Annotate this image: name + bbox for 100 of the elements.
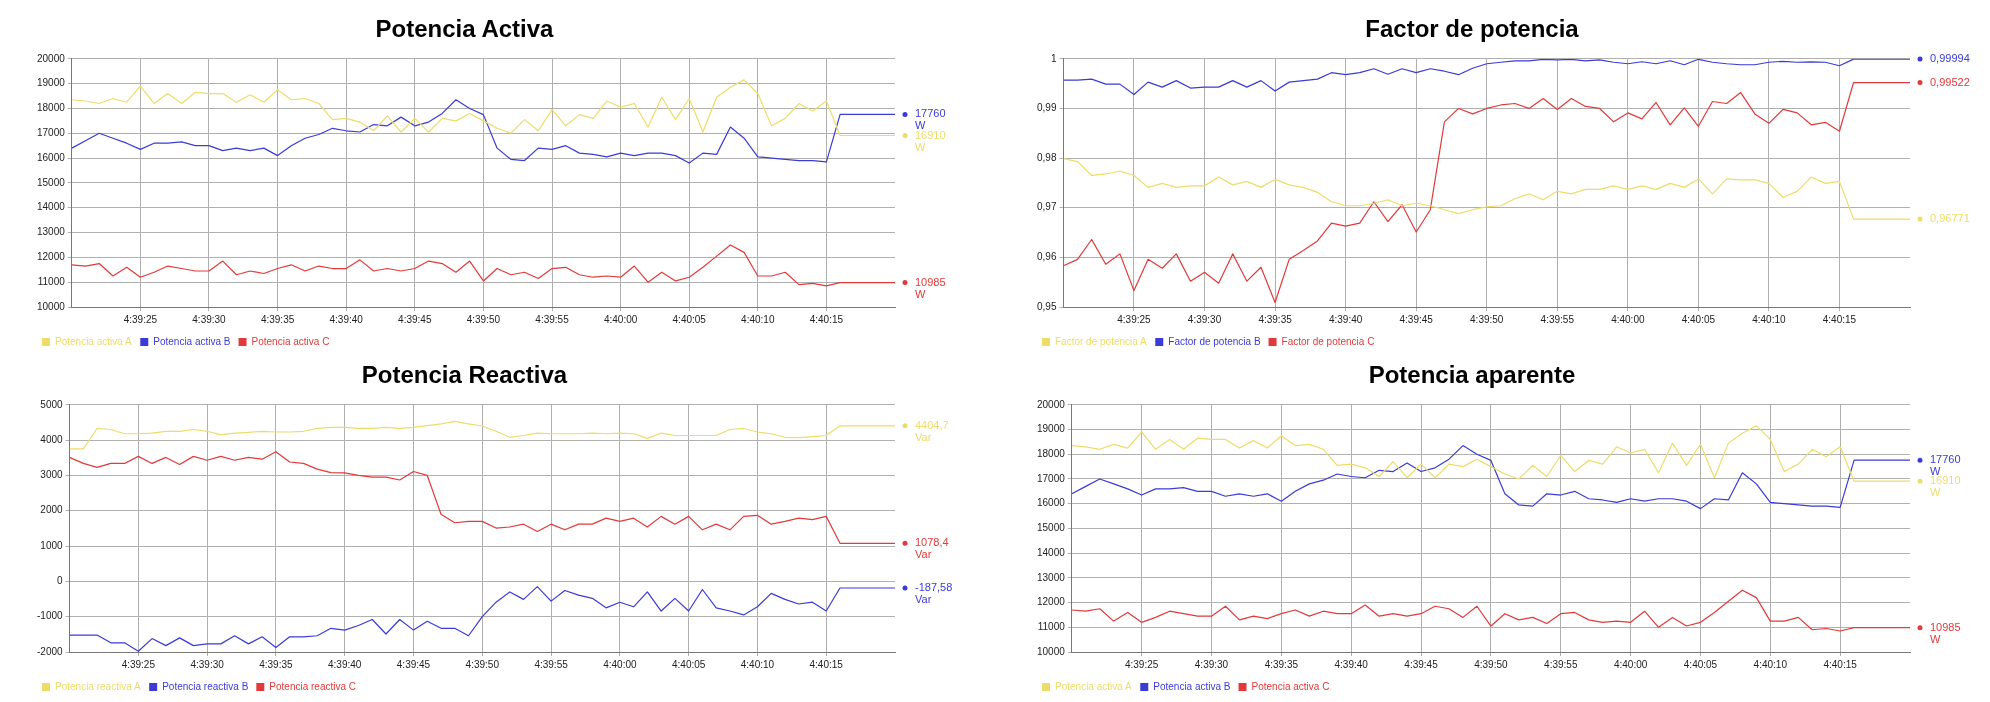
y-tick-label: 1 [1050, 52, 1057, 64]
x-tick-label: 4:39:25 [1117, 313, 1152, 325]
x-tick-label: 4:39:50 [1474, 658, 1509, 670]
legend-label: Potencia activa A [55, 335, 133, 347]
x-tick-label: 4:40:15 [1822, 313, 1857, 325]
legend-label: Potencia reactiva C [269, 680, 357, 692]
data-label: 4404,7 Var [915, 418, 949, 443]
x-tick-label: 4:39:25 [123, 313, 158, 325]
y-tick-label: 18000 [1037, 447, 1066, 459]
y-tick-label: 13000 [1037, 571, 1066, 583]
y-tick-label: 15000 [1037, 522, 1066, 534]
legend-label: Potencia reactiva A [55, 680, 141, 692]
x-tick-label: 4:39:45 [1399, 313, 1434, 325]
legend-label: Potencia activa B [153, 335, 231, 347]
legend-label: Factor de potencia C [1281, 335, 1375, 347]
x-tick-label: 4:40:00 [1613, 658, 1648, 670]
x-tick-label: 4:39:55 [534, 658, 569, 670]
x-tick-label: 4:39:40 [329, 313, 364, 325]
y-tick-label: 0 [57, 575, 64, 587]
data-label: 0,96771 [1930, 212, 1970, 225]
chart-title: Potencia aparente [1368, 361, 1576, 389]
x-tick-label: 4:39:55 [535, 313, 570, 325]
y-tick-label: 0,97 [1036, 201, 1057, 213]
legend-label: Potencia activa B [1153, 680, 1231, 692]
data-label: 1078,4 Var [915, 536, 949, 561]
data-label: 10985 W [915, 275, 946, 300]
x-tick-label: 4:39:40 [1334, 658, 1369, 670]
x-tick-label: 4:39:50 [466, 313, 501, 325]
y-tick-label: 20000 [1037, 398, 1066, 410]
y-tick-label: 10000 [37, 300, 66, 312]
y-tick-label: -1000 [37, 610, 64, 622]
y-tick-label: 13000 [37, 226, 66, 238]
x-tick-label: 4:39:40 [328, 658, 362, 670]
y-tick-label: 20000 [37, 52, 66, 64]
x-tick-label: 4:39:30 [190, 658, 225, 670]
x-tick-label: 4:40:10 [741, 313, 775, 325]
x-tick-label: 4:40:15 [809, 658, 844, 670]
legend-label: Potencia activa A [1055, 680, 1133, 692]
y-tick-label: 14000 [37, 201, 66, 213]
data-label: 10985 W [1930, 620, 1961, 645]
y-tick-label: 19000 [1037, 423, 1066, 435]
legend-label: Factor de potencia B [1168, 335, 1261, 347]
y-tick-label: 0,98 [1036, 151, 1057, 163]
x-tick-label: 4:39:30 [1187, 313, 1222, 325]
chart-title: Factor de potencia [1365, 15, 1580, 43]
x-tick-label: 4:40:05 [671, 658, 706, 670]
x-tick-label: 4:39:25 [1124, 658, 1159, 670]
x-tick-label: 4:40:00 [603, 658, 637, 670]
y-tick-label: 16000 [37, 151, 66, 163]
chart-title: Potencia Reactiva [361, 361, 568, 389]
legend-label: Potencia reactiva B [162, 680, 249, 692]
x-tick-label: 4:39:45 [396, 658, 431, 670]
data-label: 0,99522 [1930, 75, 1970, 88]
y-tick-label: 17000 [1037, 472, 1066, 484]
x-tick-label: 4:40:00 [603, 313, 638, 325]
x-tick-label: 4:40:05 [1681, 313, 1716, 325]
y-tick-label: 0,95 [1036, 300, 1057, 312]
y-tick-label: 16000 [1037, 497, 1066, 509]
y-tick-label: 10000 [1037, 645, 1066, 657]
x-tick-label: 4:39:35 [260, 313, 295, 325]
x-tick-label: 4:40:00 [1611, 313, 1645, 325]
y-tick-label: 11000 [37, 275, 66, 287]
y-tick-label: 14000 [1037, 546, 1066, 558]
x-tick-label: 4:39:50 [465, 658, 500, 670]
data-label: -187,58 Var [915, 581, 953, 606]
y-tick-label: -2000 [37, 645, 64, 657]
x-tick-label: 4:39:35 [1258, 313, 1293, 325]
y-tick-label: 3000 [40, 469, 64, 481]
y-tick-label: 2000 [40, 504, 64, 516]
data-label: 16910 W [1930, 474, 1961, 499]
x-tick-label: 4:39:35 [259, 658, 294, 670]
y-tick-label: 18000 [37, 102, 66, 114]
x-tick-label: 4:40:05 [1683, 658, 1718, 670]
y-tick-label: 0,96 [1036, 251, 1057, 263]
chart-title: Potencia Activa [375, 15, 555, 43]
legend-label: Potencia activa C [1251, 680, 1330, 692]
legend-label: Factor de potencia A [1055, 335, 1148, 347]
y-tick-label: 4000 [40, 433, 64, 445]
y-tick-label: 17000 [37, 127, 66, 139]
x-tick-label: 4:40:10 [1752, 313, 1787, 325]
y-tick-label: 19000 [37, 77, 66, 89]
x-tick-label: 4:40:15 [809, 313, 844, 325]
y-tick-label: 15000 [37, 176, 66, 188]
x-tick-label: 4:39:25 [121, 658, 156, 670]
x-tick-label: 4:39:30 [1194, 658, 1229, 670]
y-tick-label: 11000 [1037, 621, 1066, 633]
x-tick-label: 4:39:50 [1470, 313, 1504, 325]
x-tick-label: 4:40:10 [1753, 658, 1788, 670]
x-tick-label: 4:39:45 [398, 313, 432, 325]
x-tick-label: 4:40:05 [672, 313, 707, 325]
y-tick-label: 5000 [40, 398, 64, 410]
x-tick-label: 4:40:15 [1823, 658, 1858, 670]
y-tick-label: 0,99 [1036, 102, 1057, 114]
x-tick-label: 4:39:55 [1540, 313, 1575, 325]
y-tick-label: 12000 [1037, 596, 1066, 608]
x-tick-label: 4:40:10 [740, 658, 775, 670]
y-tick-label: 12000 [37, 251, 66, 263]
legend-label: Potencia activa C [251, 335, 330, 347]
x-tick-label: 4:39:40 [1328, 313, 1363, 325]
x-tick-label: 4:39:30 [192, 313, 227, 325]
